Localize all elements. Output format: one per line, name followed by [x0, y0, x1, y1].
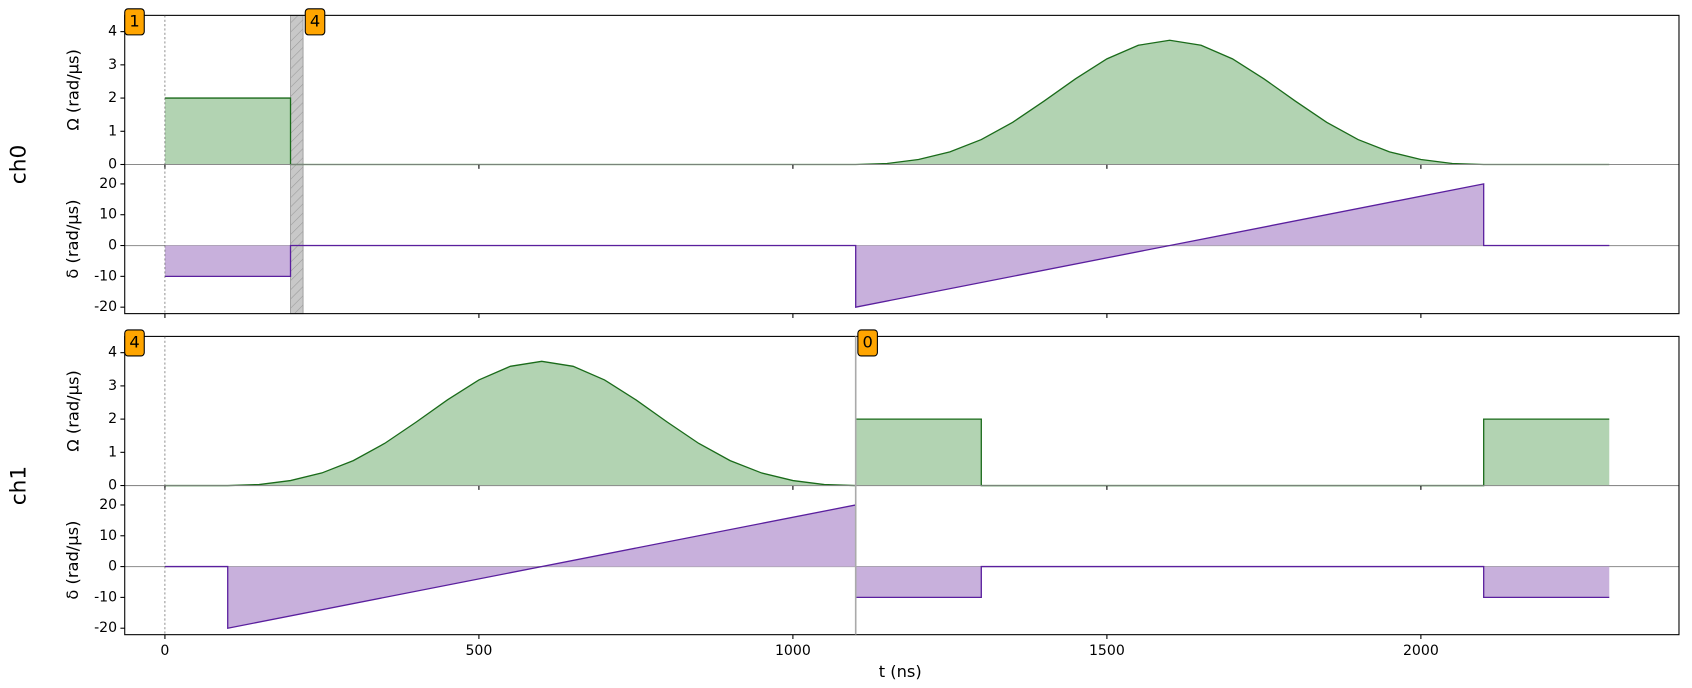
- line: [164, 360, 1610, 487]
- y-axis-label: Ω (rad/µs): [63, 370, 82, 452]
- y-tick-label: 10: [99, 207, 117, 223]
- y-tick-label: 0: [108, 478, 117, 494]
- y-tick-label: 20: [99, 497, 117, 513]
- y-tick-label: -10: [94, 268, 117, 284]
- y-tick-label: -20: [94, 299, 117, 315]
- y-tick-label: 3: [108, 57, 117, 73]
- y-tick-label: 20: [99, 176, 117, 192]
- x-tick-label: 1000: [775, 643, 811, 659]
- channel-label: ch1: [7, 466, 32, 505]
- area-fill: [164, 40, 1610, 165]
- y-tick-label: 4: [108, 24, 117, 40]
- annotation-box: [124, 8, 145, 36]
- y-tick-label: 1: [108, 444, 117, 460]
- annotation-label: 0: [862, 332, 872, 351]
- channel-frame: [124, 14, 1680, 315]
- y-tick-label: 2: [108, 411, 117, 427]
- channel-label: ch0: [7, 145, 32, 184]
- x-tick-label: 2000: [1403, 643, 1439, 659]
- y-axis-label: Ω (rad/µs): [63, 49, 82, 131]
- area-fill: [164, 504, 1610, 629]
- annotation-box: [857, 329, 878, 357]
- area-fill: [164, 183, 1610, 308]
- x-tick-label: 1500: [1089, 643, 1125, 659]
- y-tick-label: 2: [108, 90, 117, 106]
- y-tick-label: 0: [108, 559, 117, 575]
- channel-frame: [124, 335, 1680, 636]
- annotation-label: 1: [129, 11, 139, 30]
- x-tick-label: 0: [160, 643, 169, 659]
- line: [164, 183, 1610, 308]
- line: [164, 504, 1610, 629]
- y-tick-label: 0: [108, 156, 117, 172]
- y-tick-label: 3: [108, 378, 117, 394]
- y-tick-label: 0: [108, 238, 117, 254]
- y-tick-label: 1: [108, 123, 117, 139]
- line: [164, 39, 1610, 166]
- annotation-label: 4: [129, 332, 139, 351]
- annotation-label: 4: [310, 11, 320, 30]
- y-tick-label: 10: [99, 528, 117, 544]
- y-tick-label: 4: [108, 345, 117, 361]
- y-axis-label: δ (rad/µs): [63, 521, 82, 600]
- annotation-box: [304, 8, 326, 36]
- x-axis-label: t (ns): [879, 662, 922, 681]
- y-axis-label: δ (rad/µs): [63, 200, 82, 279]
- y-tick-label: -20: [94, 620, 117, 636]
- annotation-box: [124, 329, 145, 357]
- y-tick-label: -10: [94, 589, 117, 605]
- x-tick-label: 500: [465, 643, 492, 659]
- area-fill: [164, 361, 1610, 486]
